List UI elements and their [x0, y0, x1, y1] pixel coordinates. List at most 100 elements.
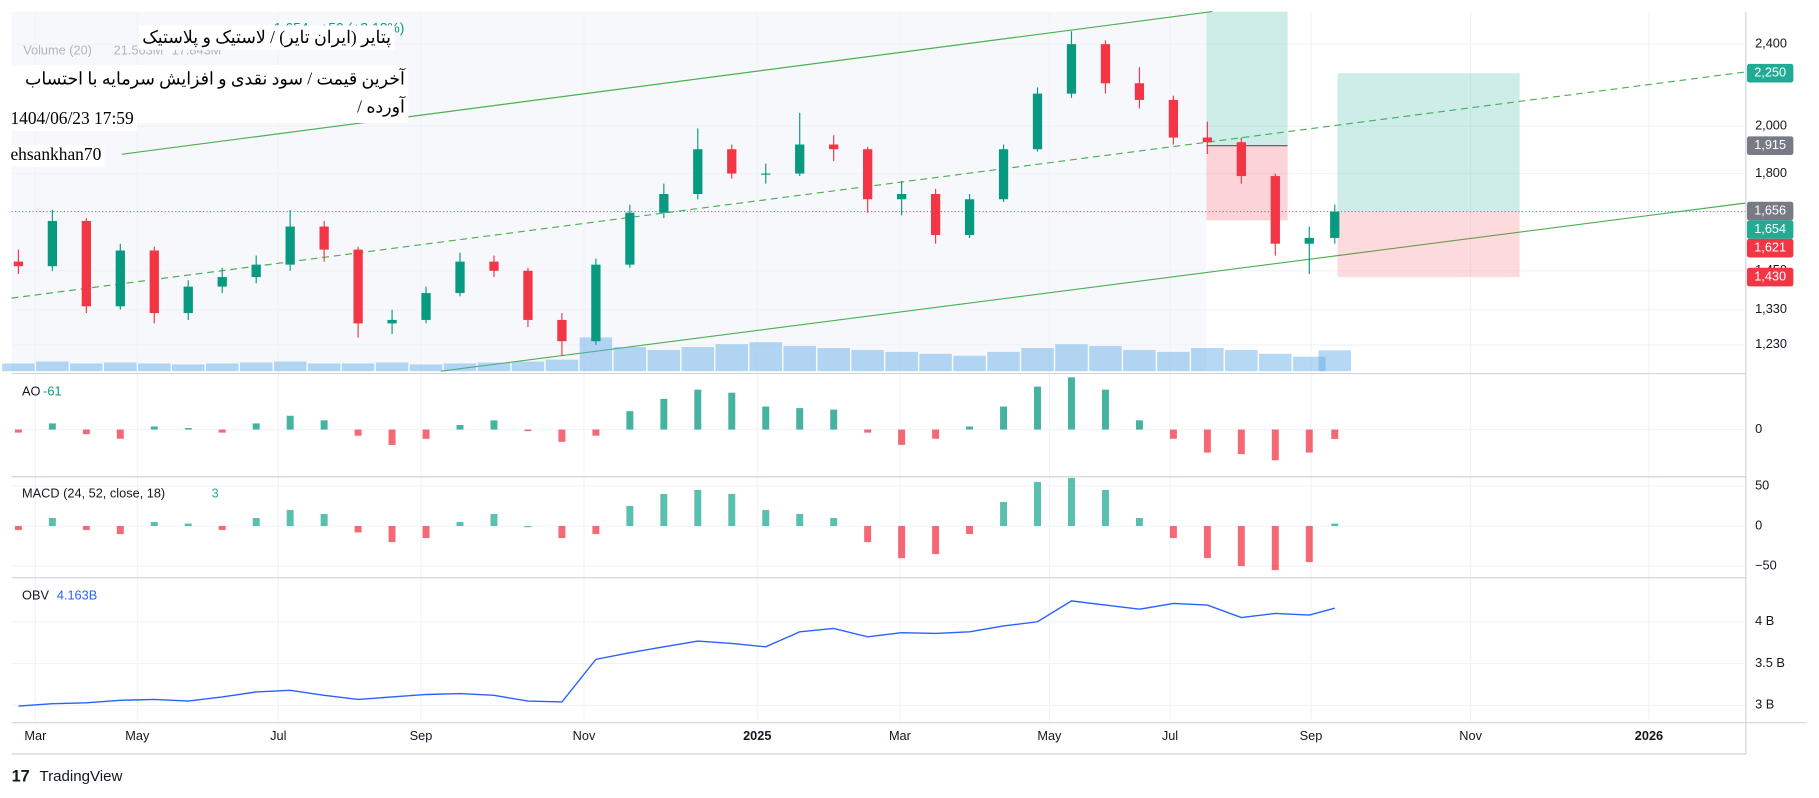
- histogram-bar: [82, 526, 90, 531]
- volume-bar: [1055, 344, 1088, 372]
- volume-bar: [36, 361, 69, 372]
- candle-body: [1066, 44, 1077, 94]
- volume-bar: [70, 363, 103, 372]
- volume-bar: [1021, 348, 1054, 372]
- trend-line-dashed: [11, 71, 1746, 299]
- histogram-bar: [490, 513, 498, 527]
- volume-bar: [885, 351, 918, 372]
- histogram-bar: [218, 429, 226, 433]
- volume-bar: [749, 342, 782, 372]
- candle-body: [1202, 137, 1213, 143]
- histogram-bar: [864, 429, 872, 433]
- volume-bar: [104, 362, 137, 372]
- volume-bar: [172, 364, 205, 372]
- candle-body: [421, 293, 431, 320]
- volume-bar: [1318, 350, 1351, 372]
- candle-body: [1270, 176, 1280, 244]
- x-tick-label: Mar: [889, 728, 912, 743]
- histogram-bar: [864, 526, 872, 543]
- histogram-bar: [116, 429, 124, 439]
- volume-bar: [511, 361, 545, 372]
- annotation: 1404/06/23 17:59: [6, 109, 138, 132]
- volume-bar: [1293, 356, 1326, 372]
- volume-bar: [273, 361, 307, 372]
- volume-bar: [205, 363, 239, 372]
- histogram-bar: [320, 513, 328, 527]
- histogram-bar: [660, 398, 668, 430]
- candle-body: [795, 144, 805, 174]
- price-label-bg: [1746, 220, 1794, 239]
- histogram-bar: [728, 493, 736, 527]
- histogram-bar: [48, 423, 56, 430]
- obv-line: [18, 600, 1335, 707]
- histogram-bar: [354, 526, 362, 533]
- histogram-bar: [1068, 477, 1075, 527]
- volume-bar: [1157, 351, 1190, 372]
- candle-body: [183, 286, 193, 314]
- histogram-bar: [830, 409, 838, 430]
- short-target-zone: [1206, 11, 1288, 146]
- volume-bar: [341, 363, 375, 372]
- y-tick-label: 2,000: [1755, 118, 1787, 133]
- x-tick-label: Nov: [573, 728, 596, 743]
- candle-body: [930, 194, 941, 236]
- y-tick-label: 1,230: [1755, 336, 1787, 351]
- histogram-bar: [1135, 518, 1143, 527]
- y-tick-label: 1,800: [1755, 165, 1787, 180]
- histogram-bar: [728, 392, 736, 430]
- x-tick-label: 2025: [743, 728, 771, 743]
- x-tick-label: Jul: [270, 728, 286, 743]
- candle-body: [659, 194, 669, 213]
- histogram-bar: [830, 518, 838, 527]
- candle-body: [1134, 83, 1145, 100]
- candle-body: [591, 264, 601, 342]
- pane-value: 3: [212, 486, 219, 501]
- candle-body: [1236, 142, 1246, 177]
- position-boxes: [11, 11, 1746, 278]
- price-label-bg: [1746, 267, 1794, 287]
- labels: 1,2301,3301,4501,8002,0002,400MarMayJulS…: [22, 20, 1794, 743]
- histogram-bar: [1237, 526, 1245, 567]
- histogram-bar: [626, 505, 634, 527]
- candle-body: [829, 144, 839, 150]
- price-label: 2,250: [1754, 65, 1786, 80]
- histogram-bar: [898, 429, 906, 445]
- annotation: پتایر (ایران تایر) / لاستیک و پلاستیک: [138, 25, 395, 50]
- long-stop-zone: [1337, 211, 1520, 278]
- histogram-bar: [1169, 429, 1177, 439]
- histogram-bar: [966, 526, 974, 535]
- histogram-bar: [1305, 429, 1313, 453]
- volume-bar: [1089, 346, 1122, 372]
- volume-title: Volume (20): [23, 42, 92, 57]
- histogram-bar: [456, 424, 464, 430]
- price-label-bg: [1746, 201, 1794, 221]
- histogram-bar: [1068, 377, 1075, 430]
- candle-body: [625, 212, 635, 265]
- volume-bar: [239, 362, 273, 372]
- volume-bar: [919, 353, 952, 372]
- volume-bar: [783, 346, 816, 372]
- price-label: 1,654: [1754, 221, 1786, 236]
- histogram-bar: [1305, 526, 1313, 563]
- y-tick-label: 0: [1755, 517, 1762, 532]
- candle-body: [1100, 44, 1111, 84]
- histogram-bar: [626, 411, 634, 430]
- pane-title: MACD (24, 52, close, 18): [22, 486, 165, 501]
- candle-body: [1330, 211, 1340, 238]
- histogram-bar: [1034, 481, 1041, 527]
- candle-body: [896, 194, 907, 200]
- volume-bar: [307, 363, 341, 372]
- candle-body: [727, 149, 737, 174]
- y-tick-label: 3.5 B: [1755, 655, 1785, 670]
- histogram-bar: [388, 526, 396, 543]
- volume-bar: [817, 348, 850, 372]
- candle-body: [353, 249, 363, 324]
- volume-bar: [1191, 348, 1224, 372]
- annotation: ehsankhan70: [6, 145, 105, 168]
- candle-body: [81, 220, 91, 307]
- histogram-bar: [1034, 386, 1041, 430]
- candle-body: [1032, 93, 1043, 150]
- histogram-bar: [1271, 526, 1279, 571]
- x-tick-label: Sep: [1300, 728, 1323, 743]
